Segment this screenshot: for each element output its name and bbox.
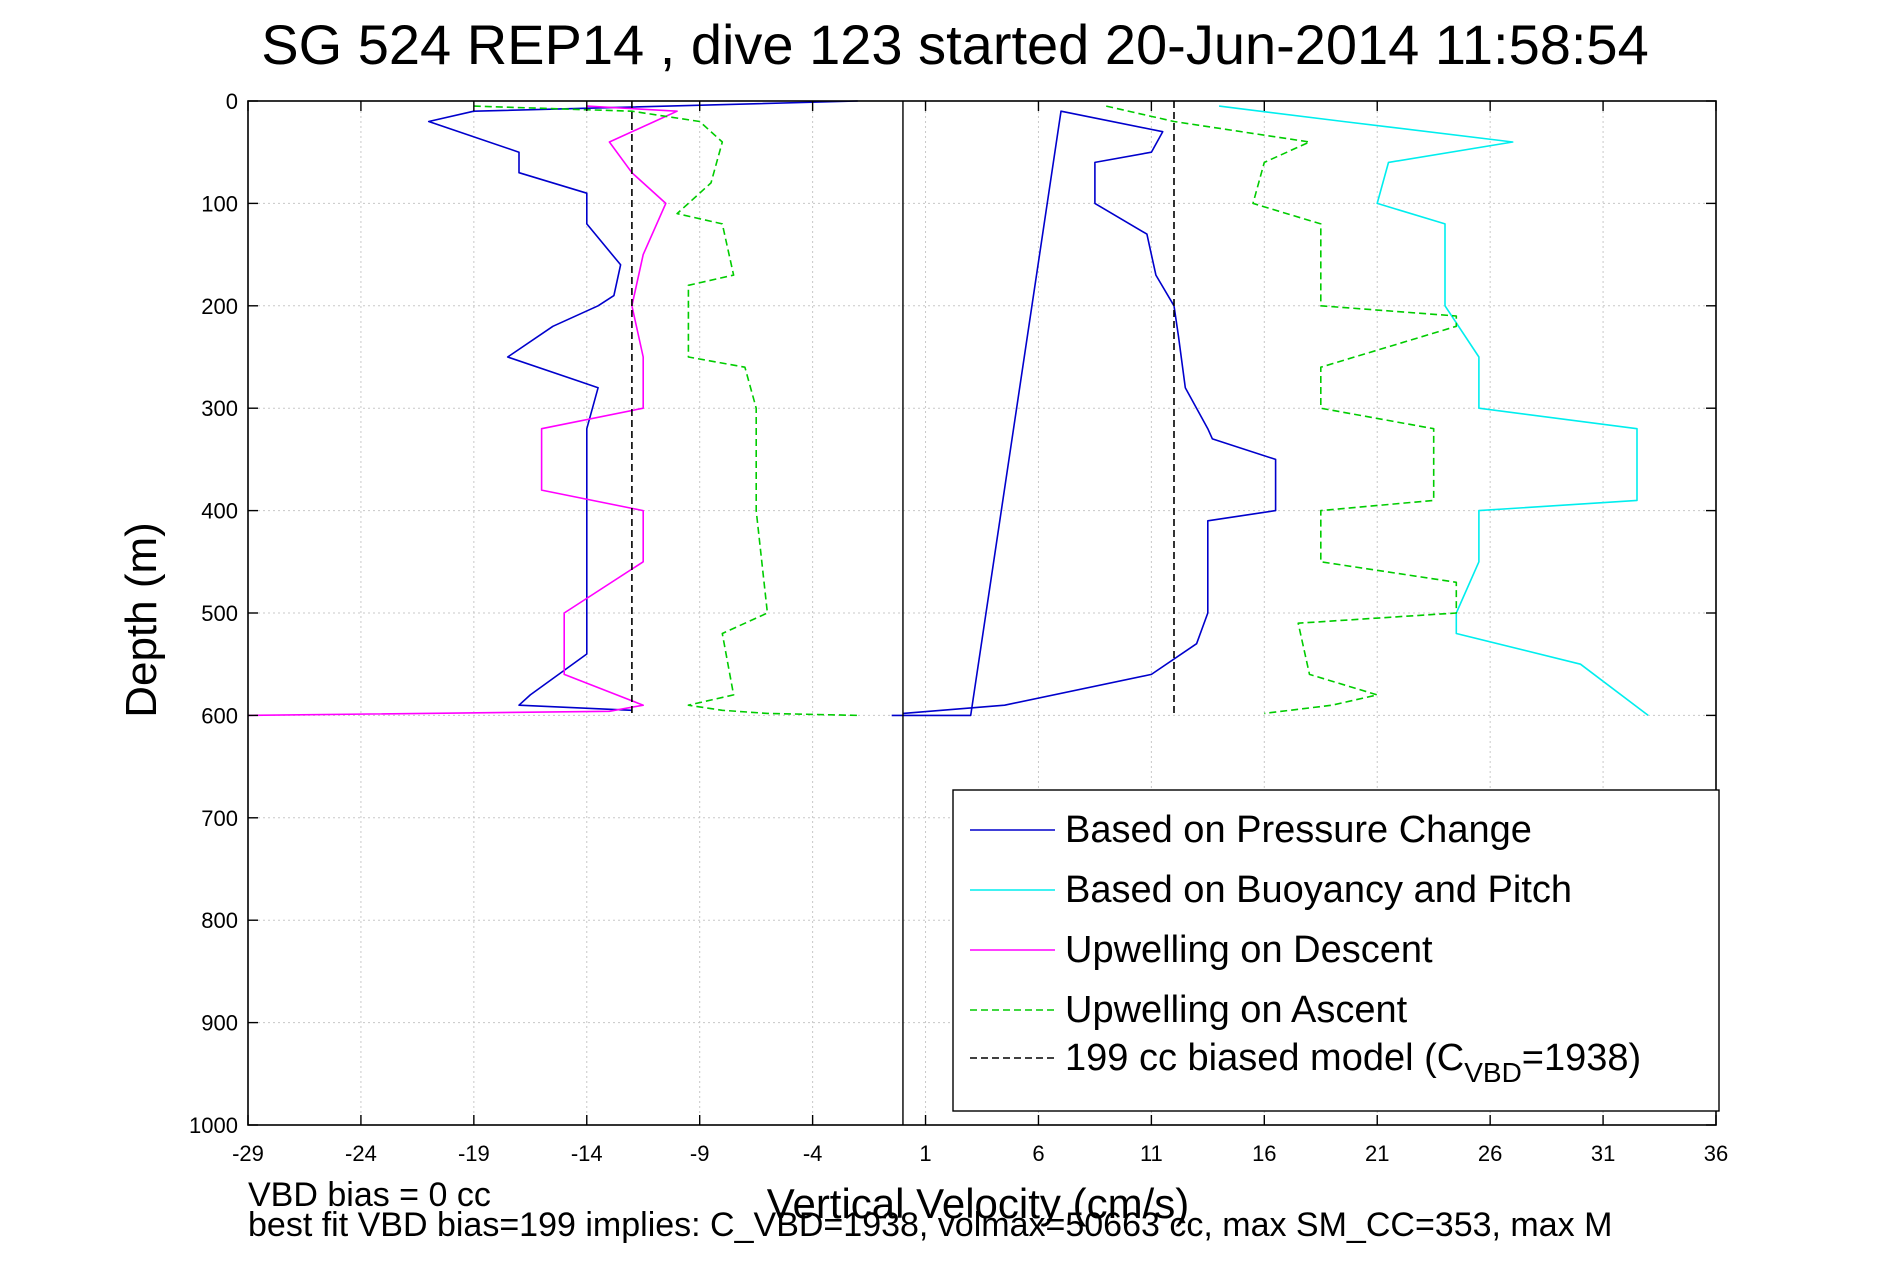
y-tick-label: 400: [201, 499, 238, 524]
legend-label-0: Based on Pressure Change: [1065, 809, 1532, 851]
y-tick-label: 300: [201, 396, 238, 421]
y-axis-label: Depth (m): [117, 522, 166, 718]
x-tick-label: -9: [690, 1141, 710, 1166]
x-tick-label: 1: [919, 1141, 931, 1166]
y-tick-label: 1000: [189, 1113, 238, 1138]
legend: Based on Pressure Change Based on Buoyanc…: [952, 789, 1720, 1112]
x-tick-label: 11: [1140, 1141, 1163, 1166]
legend-label-4: 199 cc biased model (CVBD=1938): [1065, 1037, 1641, 1088]
series-line-2-segment-0: [247, 105, 678, 717]
legend-label-2: Upwelling on Descent: [1065, 929, 1433, 971]
vbd-bias-note: VBD bias = 0 cc: [248, 1176, 491, 1214]
chart-title: SG 524 REP14 , dive 123 started 20-Jun-2…: [261, 13, 1648, 76]
x-axis-label: Vertical Velocity (cm/s): [767, 1180, 1189, 1227]
x-tick-label: 31: [1591, 1141, 1615, 1166]
y-tick-label: 600: [201, 703, 238, 728]
series-lines: [247, 100, 1649, 717]
x-tick-label: 36: [1704, 1141, 1728, 1166]
series-line-3-segment-0: [473, 105, 858, 717]
axes-frame: [247, 100, 1717, 1126]
legend-box: [952, 789, 1720, 1112]
tick-labels: -29 -24 -19 -14 -9 -4 1 6 11 16 21 26 31 360100200300…: [189, 89, 1728, 1166]
series-line-1-segment-0: [1219, 105, 1649, 717]
series-line-0-segment-1: [891, 110, 1277, 717]
x-tick-label: -19: [458, 1141, 490, 1166]
x-tick-label: -14: [571, 1141, 603, 1166]
legend-label-3: Upwelling on Ascent: [1065, 989, 1408, 1031]
x-tick-label: 16: [1252, 1141, 1276, 1166]
x-tick-label: -29: [232, 1141, 264, 1166]
x-tick-label: -4: [803, 1141, 823, 1166]
x-tick-label: 26: [1478, 1141, 1502, 1166]
x-tick-label: 21: [1365, 1141, 1389, 1166]
best-fit-note: best fit VBD bias=199 implies: C_VBD=193…: [248, 1206, 1613, 1244]
y-tick-label: 500: [201, 601, 238, 626]
y-tick-label: 200: [201, 294, 238, 319]
y-tick-label: 100: [201, 191, 238, 216]
y-tick-label: 800: [201, 908, 238, 933]
legend-label-1: Based on Buoyancy and Pitch: [1065, 869, 1572, 911]
x-tick-label: 6: [1032, 1141, 1044, 1166]
y-tick-label: 900: [201, 1011, 238, 1036]
series-line-0-segment-0: [427, 100, 858, 712]
x-tick-label: -24: [345, 1141, 377, 1166]
y-tick-label: 700: [201, 806, 238, 831]
series-line-3-segment-1: [1106, 105, 1458, 715]
y-tick-label: 0: [226, 89, 238, 114]
